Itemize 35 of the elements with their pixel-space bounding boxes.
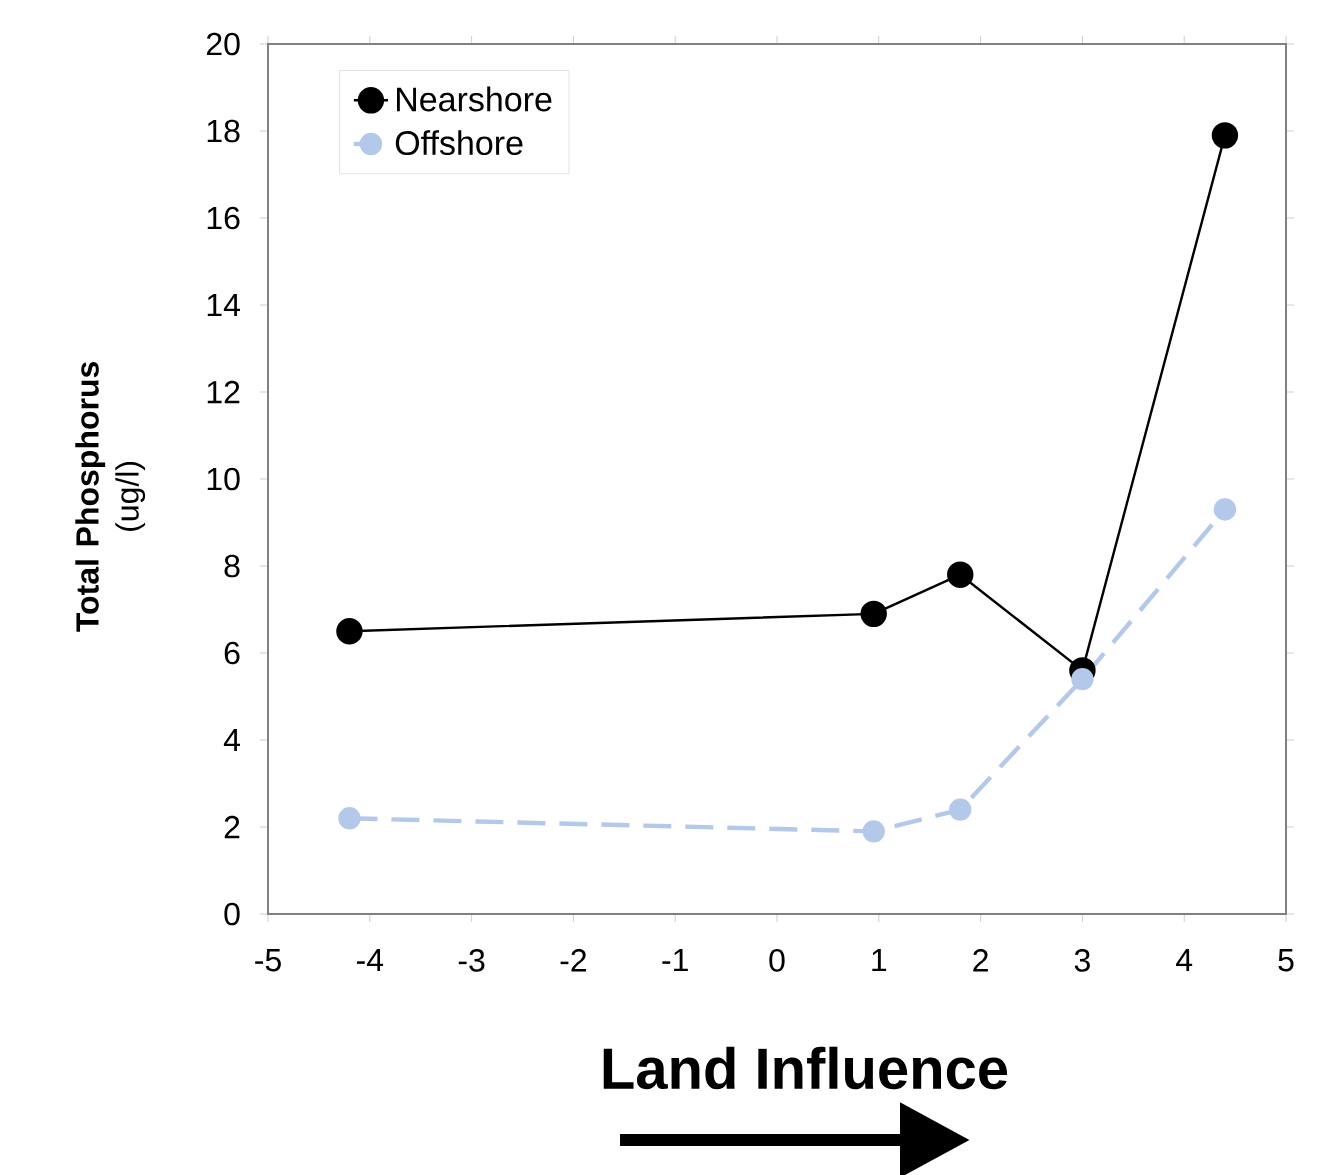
point [862,820,885,843]
y-tick-label: 2 [224,815,240,839]
point [947,561,974,588]
x-tick-label: -3 [458,949,485,972]
x-tick-label: 3 [1074,949,1090,972]
x-tick-label: -2 [560,949,587,972]
y-axis-title: Total Phosphorus (ug/l) [75,362,146,632]
y-tick-label: 6 [224,641,240,665]
point [1213,498,1237,521]
y-tick-label: 12 [207,380,240,404]
x-tick-label: 5 [1278,949,1294,972]
legend-label: Nearshore [397,86,552,112]
x-tick-label: -4 [356,949,384,972]
x-tick-label: 0 [769,949,785,972]
x-tick-label: 4 [1176,949,1193,972]
y-tick-label: 20 [206,32,240,56]
point [338,807,361,830]
y-tick-label: 4 [223,728,240,752]
y-tick-label: 18 [207,119,240,143]
y-tick-label: 16 [207,206,240,230]
y-tick-label: 0 [224,902,240,926]
x-axis-title: Land Influence [603,1046,1008,1090]
legend-label: Offshore [395,130,523,156]
point [949,798,972,821]
x-tick-label: 1 [872,949,887,972]
x-tick-label: 2 [973,949,988,972]
point [1071,667,1094,691]
point [336,618,363,645]
y-tick-label: 10 [207,467,240,491]
point [1211,122,1239,149]
y-tick-label: 14 [207,293,240,317]
y-tick-label: 8 [224,554,240,578]
point [860,600,887,628]
x-tick-label: -1 [662,949,688,972]
x-tick-label: -5 [255,949,281,972]
